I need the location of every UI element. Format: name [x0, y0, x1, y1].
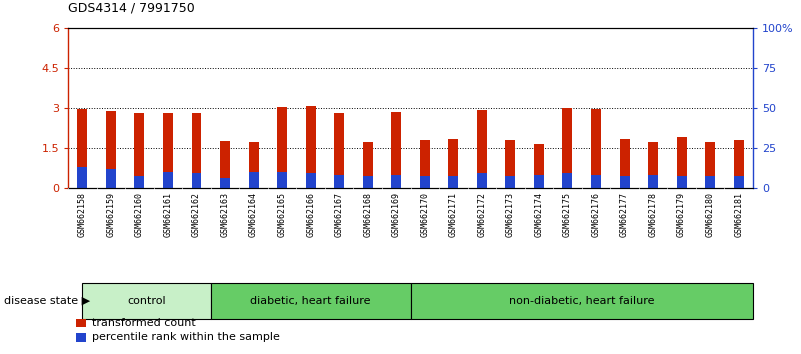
Bar: [306, 106, 316, 188]
Bar: [534, 175, 544, 188]
Bar: [420, 176, 430, 188]
Text: percentile rank within the sample: percentile rank within the sample: [92, 332, 280, 342]
Text: GSM662160: GSM662160: [135, 193, 144, 238]
Text: control: control: [127, 296, 166, 306]
Bar: [363, 142, 372, 188]
Text: GSM662168: GSM662168: [363, 193, 372, 238]
Bar: [534, 144, 544, 188]
Bar: [505, 176, 515, 188]
Bar: [306, 173, 316, 188]
Bar: [505, 140, 515, 188]
Bar: [191, 113, 202, 188]
Bar: [191, 173, 202, 188]
Text: disease state ▶: disease state ▶: [4, 296, 91, 306]
Bar: [248, 143, 259, 188]
Bar: [420, 141, 430, 188]
Text: GSM662172: GSM662172: [477, 193, 486, 238]
Text: GSM662174: GSM662174: [534, 193, 543, 238]
Bar: [363, 176, 372, 188]
Text: GSM662178: GSM662178: [649, 193, 658, 238]
Text: GSM662167: GSM662167: [335, 193, 344, 238]
Text: diabetic, heart failure: diabetic, heart failure: [251, 296, 371, 306]
Text: GSM662170: GSM662170: [421, 193, 429, 238]
Bar: [705, 176, 715, 188]
Bar: [277, 107, 287, 188]
Bar: [248, 172, 259, 188]
Bar: [106, 111, 116, 188]
Text: GSM662164: GSM662164: [249, 193, 258, 238]
Text: GSM662179: GSM662179: [677, 193, 686, 238]
Text: GSM662165: GSM662165: [278, 193, 287, 238]
Bar: [78, 167, 87, 188]
Bar: [106, 169, 116, 188]
Bar: [591, 175, 601, 188]
Bar: [591, 109, 601, 188]
Text: GDS4314 / 7991750: GDS4314 / 7991750: [68, 1, 195, 14]
Text: GSM662175: GSM662175: [563, 193, 572, 238]
Bar: [220, 141, 230, 188]
Bar: [334, 175, 344, 188]
Bar: [619, 176, 630, 188]
Bar: [449, 139, 458, 188]
Text: transformed count: transformed count: [92, 318, 196, 328]
Bar: [677, 176, 686, 188]
Bar: [734, 140, 743, 188]
Bar: [163, 113, 173, 188]
Bar: [705, 143, 715, 188]
Bar: [477, 173, 487, 188]
Text: GSM662171: GSM662171: [449, 193, 458, 238]
Text: GSM662181: GSM662181: [735, 193, 743, 238]
Bar: [562, 173, 573, 188]
Text: GSM662176: GSM662176: [591, 193, 601, 238]
Bar: [163, 172, 173, 188]
Text: non-diabetic, heart failure: non-diabetic, heart failure: [509, 296, 654, 306]
Bar: [391, 175, 401, 188]
Bar: [477, 110, 487, 188]
Text: GSM662177: GSM662177: [620, 193, 629, 238]
FancyBboxPatch shape: [410, 283, 753, 319]
Bar: [391, 113, 401, 188]
Text: GSM662173: GSM662173: [506, 193, 515, 238]
Bar: [562, 108, 573, 188]
FancyBboxPatch shape: [211, 283, 410, 319]
Text: GSM662166: GSM662166: [306, 193, 315, 238]
Text: GSM662163: GSM662163: [220, 193, 230, 238]
Bar: [449, 176, 458, 188]
Bar: [677, 137, 686, 188]
Bar: [220, 178, 230, 188]
Text: GSM662180: GSM662180: [706, 193, 714, 238]
Bar: [648, 142, 658, 188]
Bar: [78, 109, 87, 188]
Text: GSM662162: GSM662162: [192, 193, 201, 238]
Bar: [734, 176, 743, 188]
Bar: [277, 172, 287, 188]
Bar: [135, 176, 144, 188]
Bar: [135, 113, 144, 188]
Text: GSM662158: GSM662158: [78, 193, 87, 238]
Text: GSM662161: GSM662161: [163, 193, 172, 238]
FancyBboxPatch shape: [83, 283, 211, 319]
Bar: [648, 175, 658, 188]
Text: GSM662159: GSM662159: [107, 193, 115, 238]
Text: GSM662169: GSM662169: [392, 193, 400, 238]
Bar: [619, 139, 630, 188]
Bar: [334, 113, 344, 188]
